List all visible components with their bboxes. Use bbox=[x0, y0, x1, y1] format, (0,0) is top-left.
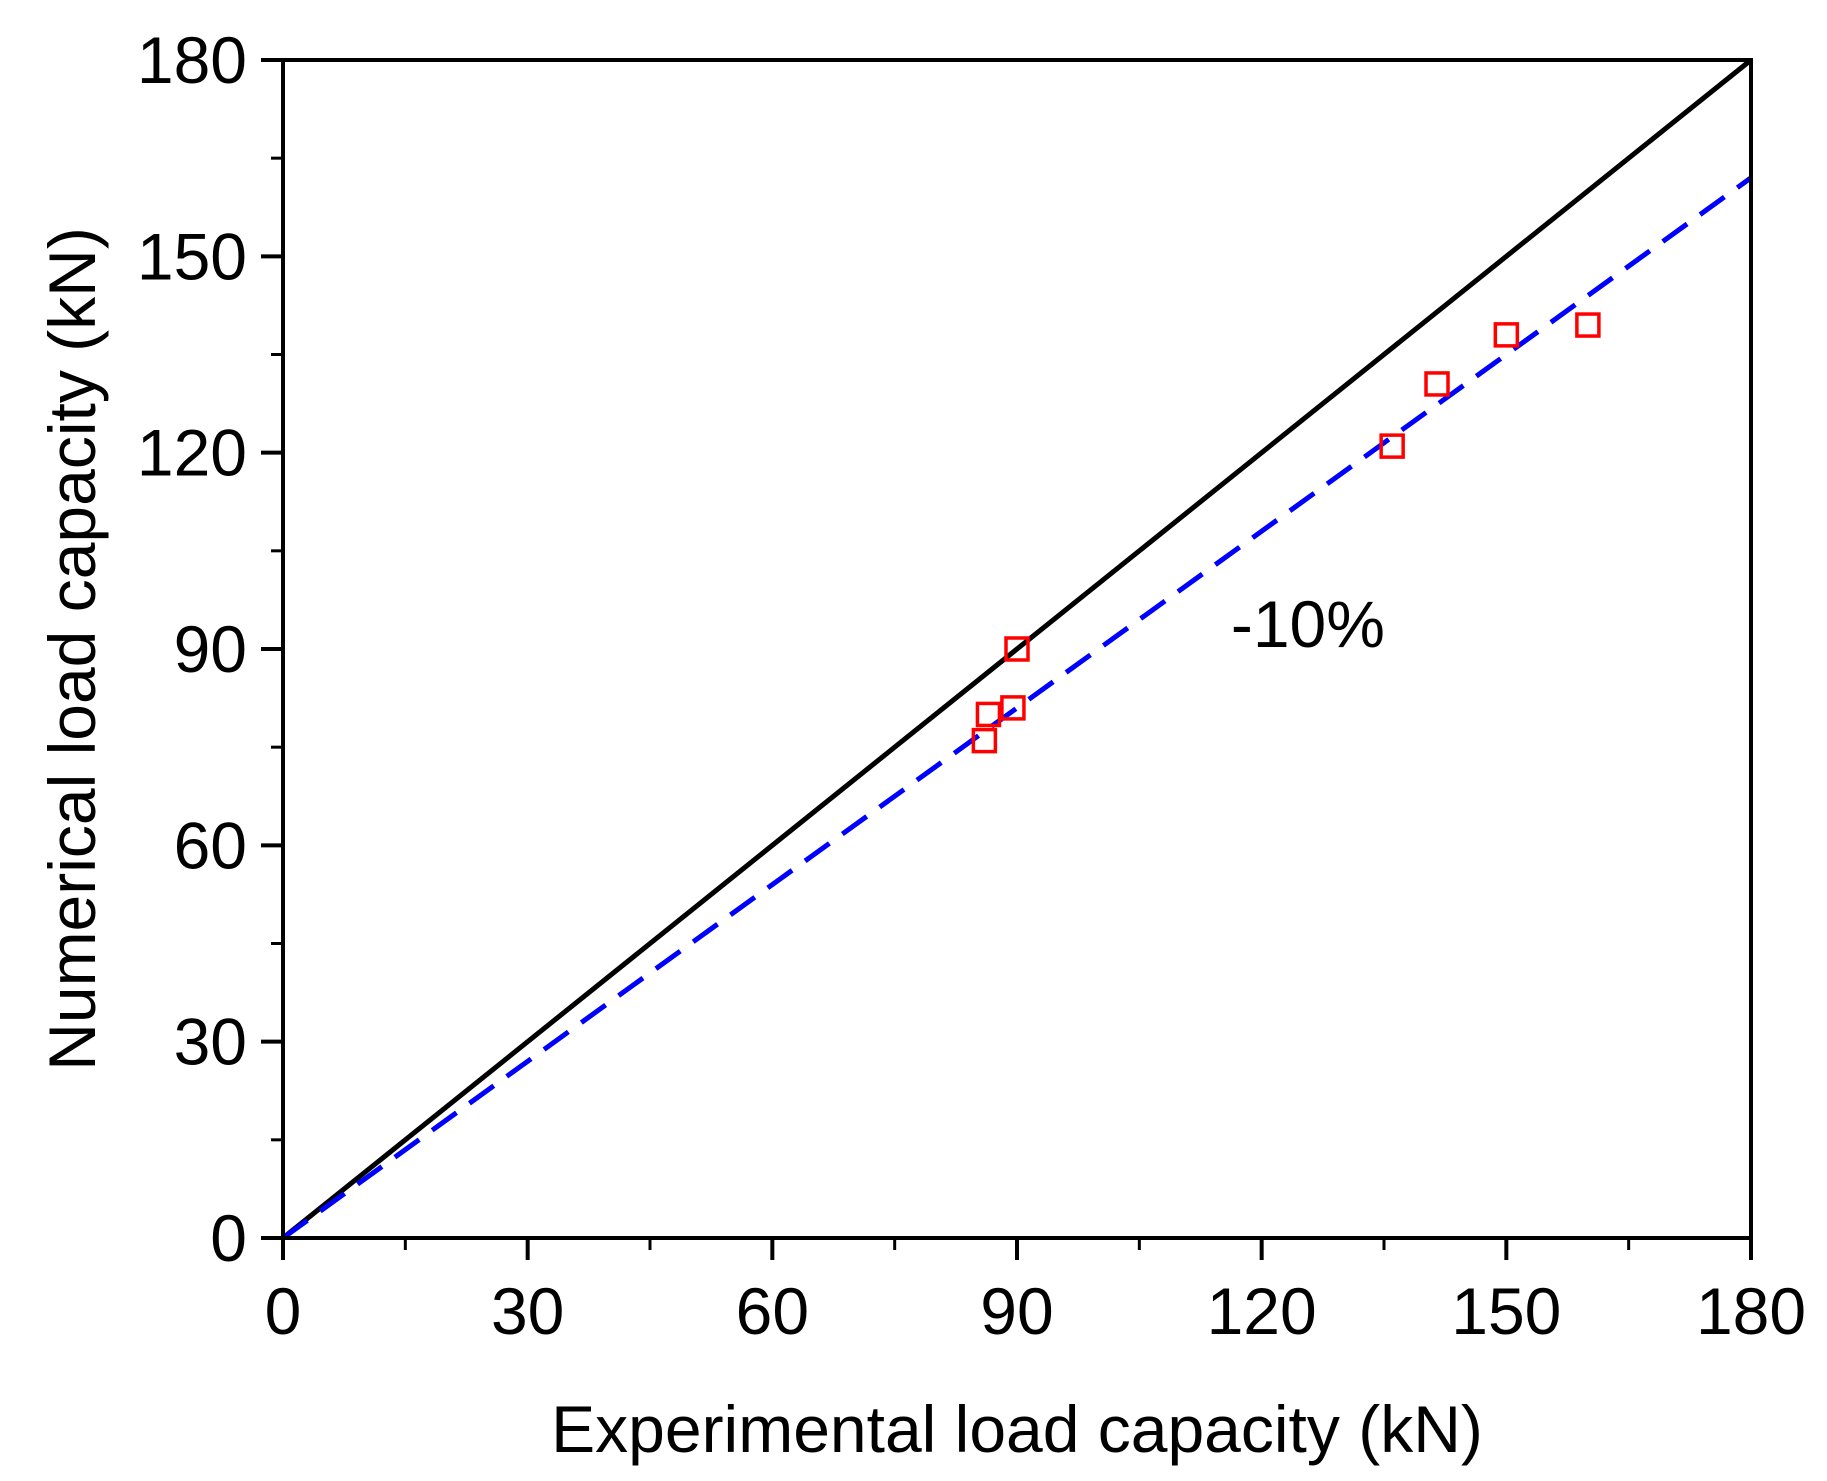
x-axis-title: Experimental load capacity (kN) bbox=[551, 1392, 1483, 1466]
y-tick-label: 60 bbox=[174, 808, 247, 882]
x-tick-label: 0 bbox=[265, 1274, 302, 1348]
data-point-1 bbox=[971, 727, 998, 754]
y-tick-label: 90 bbox=[174, 612, 247, 686]
data-point-3 bbox=[1000, 695, 1026, 721]
data-points bbox=[971, 312, 1601, 754]
x-tick-label: 180 bbox=[1696, 1274, 1806, 1348]
axes bbox=[261, 58, 1753, 1260]
x-tick-label: 30 bbox=[491, 1274, 564, 1348]
y-tick-label: 120 bbox=[137, 416, 247, 490]
y-tick-label: 180 bbox=[137, 23, 247, 97]
data-point-5 bbox=[1379, 433, 1405, 459]
data-point-4 bbox=[1004, 636, 1030, 662]
x-tick-label: 150 bbox=[1451, 1274, 1561, 1348]
y-tick-label: 0 bbox=[210, 1201, 247, 1275]
x-tick-label: 60 bbox=[736, 1274, 809, 1348]
data-point-2 bbox=[975, 701, 1002, 728]
reference-lines bbox=[281, 58, 1753, 1241]
y-tick-label: 150 bbox=[137, 219, 247, 293]
x-tick-label: 90 bbox=[980, 1274, 1053, 1348]
data-point-6 bbox=[1424, 371, 1450, 397]
y-tick-label: 30 bbox=[174, 1005, 247, 1079]
equality-line bbox=[281, 58, 1753, 1240]
minus-10-percent-line bbox=[281, 175, 1753, 1241]
annotation-minus-10-percent: -10% bbox=[1231, 587, 1385, 661]
y-axis-title: Numerical load capacity (kN) bbox=[35, 227, 109, 1071]
labels: 0 30 60 90 120 150 180 0 30 60 90 120 150 180 Experime… bbox=[35, 23, 1806, 1466]
data-point-7 bbox=[1493, 322, 1520, 348]
data-point-8 bbox=[1575, 312, 1601, 338]
x-tick-label: 120 bbox=[1207, 1274, 1317, 1348]
